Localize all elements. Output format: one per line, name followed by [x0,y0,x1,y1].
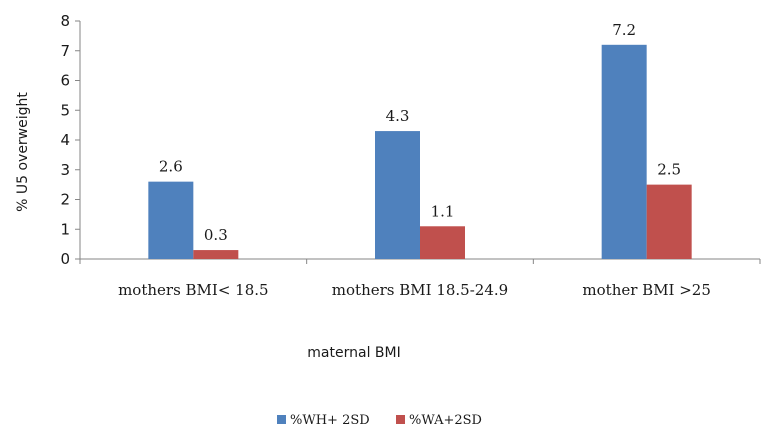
legend-swatch [277,415,286,424]
y-tick-label: 2 [60,191,70,209]
bars [148,44,692,259]
x-category-label: mothers BMI 18.5-24.9 [332,281,508,299]
data-label: 0.3 [204,226,228,244]
legend-swatch [396,415,405,424]
data-label: 2.6 [159,158,183,176]
y-tick-label: 3 [60,161,70,179]
x-category-label: mothers BMI< 18.5 [118,281,269,299]
bar [193,250,239,259]
bar [646,184,692,259]
y-tick-label: 0 [60,250,70,268]
y-tick-label: 4 [60,131,70,149]
data-labels: 2.6 0.3 4.3 1.1 7.2 2.5 [159,21,681,244]
legend: %WH+ 2SD %WA+2SD [277,413,482,428]
bar [375,131,420,259]
y-tick-label: 6 [60,72,70,90]
legend-entry: %WA+2SD [409,413,482,428]
x-axis: mothers BMI< 18.5 mothers BMI 18.5-24.9 mo… [79,258,761,299]
y-tick-label: 7 [60,42,70,60]
y-axis: 0 1 2 3 4 5 6 7 8 [60,12,81,268]
bar [601,44,647,259]
bar [420,226,465,259]
data-label: 4.3 [386,107,410,125]
x-axis-title: maternal BMI [307,345,400,361]
y-axis-title: % U5 overweight [15,92,31,212]
data-label: 1.1 [431,202,455,220]
data-label: 7.2 [612,21,636,39]
data-label: 2.5 [657,161,681,179]
bar [148,181,194,259]
legend-entry: %WH+ 2SD [290,413,370,428]
x-category-label: mother BMI >25 [582,281,711,299]
y-tick-label: 5 [60,101,70,119]
y-tick-label: 8 [60,12,70,30]
y-tick-label: 1 [60,220,70,238]
